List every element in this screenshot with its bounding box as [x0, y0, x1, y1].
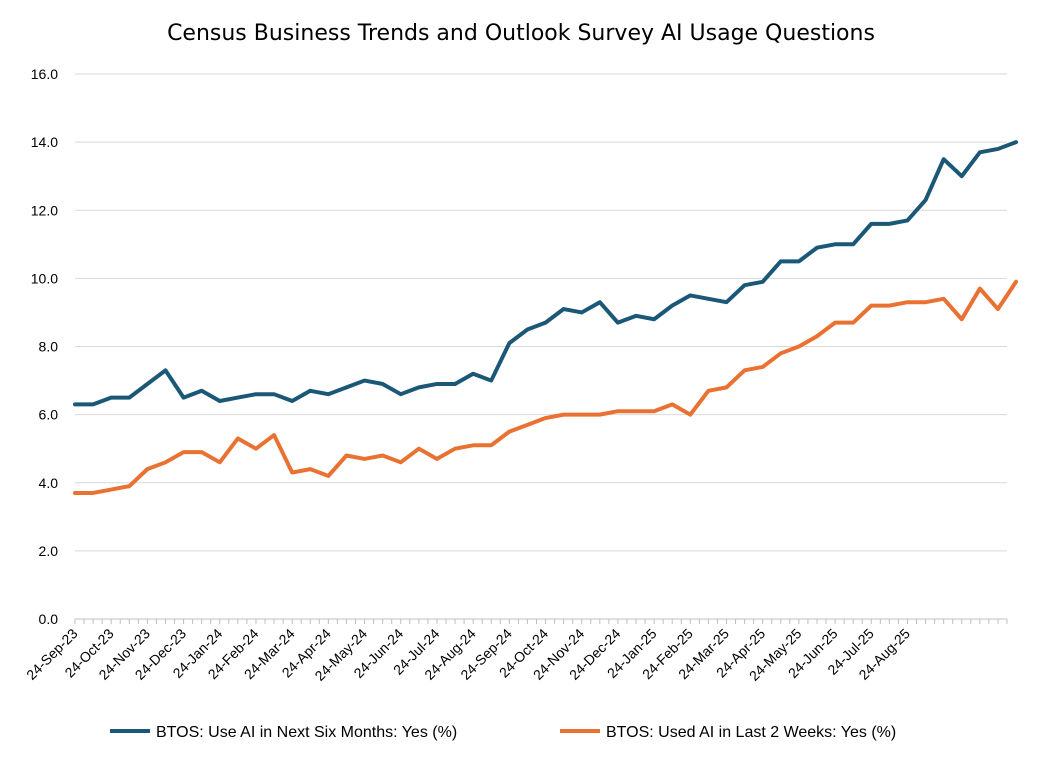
y-tick-label: 2.0	[39, 543, 59, 559]
legend: BTOS: Use AI in Next Six Months: Yes (%)…	[110, 724, 896, 741]
series-line-used-ai-last-2-weeks	[73, 279, 1019, 495]
y-tick-label: 0.0	[39, 611, 59, 627]
y-axis-ticks: 0.0 2.0 4.0 6.0 8.0 10.0 12.0 14.0 16.0	[31, 66, 58, 627]
x-axis-ticks: 24-Sep-2324-Oct-2324-Nov-2324-Dec-2324-J…	[23, 619, 1008, 684]
chart-title: Census Business Trends and Outlook Surve…	[167, 21, 875, 46]
y-tick-label: 6.0	[39, 407, 59, 423]
y-tick-label: 4.0	[39, 475, 59, 491]
y-tick-label: 8.0	[39, 339, 59, 355]
y-tick-label: 16.0	[31, 66, 58, 82]
series-lines	[73, 140, 1019, 495]
y-tick-label: 14.0	[31, 134, 58, 150]
legend-label-used-ai-last-2-weeks: BTOS: Used AI in Last 2 Weeks: Yes (%)	[606, 724, 896, 741]
legend-label-use-ai-next-six-months: BTOS: Use AI in Next Six Months: Yes (%)	[156, 724, 457, 741]
y-tick-label: 12.0	[31, 202, 58, 218]
gridlines	[75, 73, 1007, 620]
y-tick-label: 10.0	[31, 270, 58, 286]
series-line-use-ai-next-six-months	[73, 140, 1019, 407]
